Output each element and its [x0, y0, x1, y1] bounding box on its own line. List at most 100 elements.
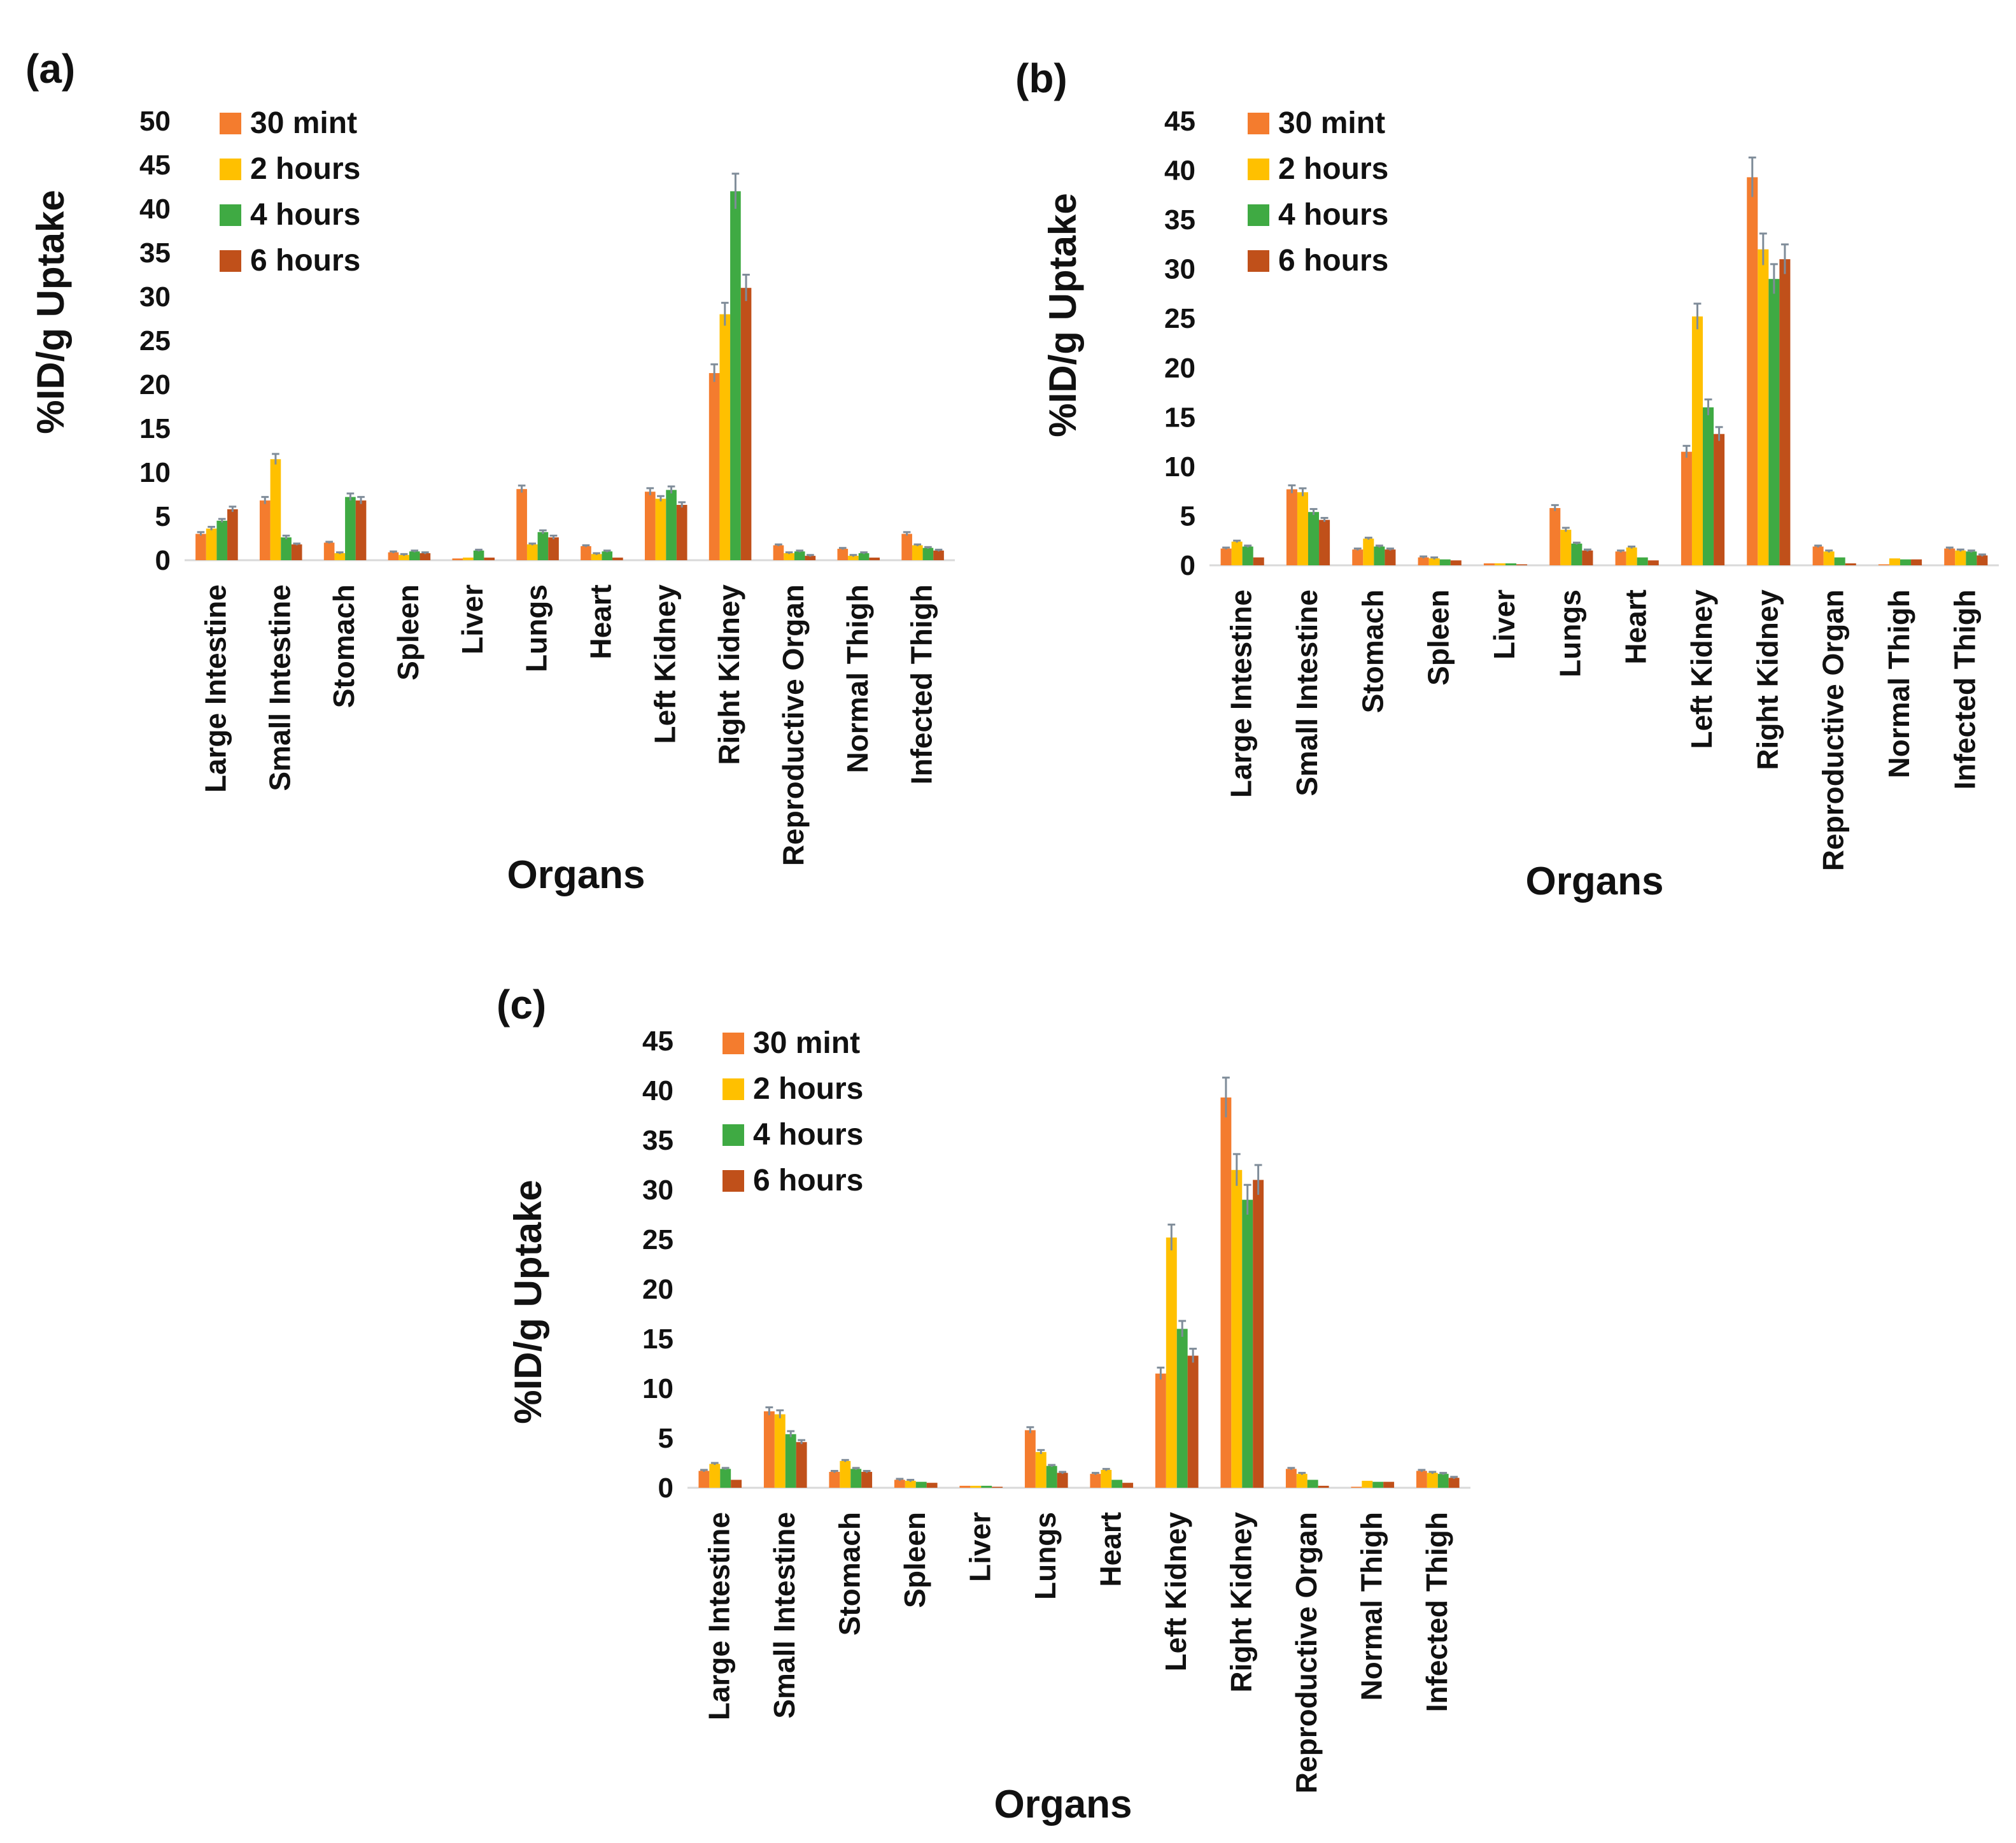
x-tick-label: Heart: [584, 584, 617, 660]
bar: [708, 373, 720, 560]
bar: [1977, 555, 1988, 565]
legend-entry: 30 mint: [250, 106, 357, 140]
bar: [409, 551, 420, 560]
bar: [858, 553, 870, 560]
y-tick-label: 40: [1164, 155, 1195, 187]
bar: [1024, 1430, 1036, 1488]
bar: [1944, 548, 1956, 565]
bar: [1714, 434, 1725, 565]
panel-label: (a): [25, 46, 75, 92]
y-tick-label: 25: [139, 325, 171, 357]
bar: [591, 554, 602, 560]
bar: [785, 1434, 796, 1488]
y-tick-label: 0: [658, 1472, 673, 1504]
x-tick-label: Small Intestine: [1290, 590, 1323, 796]
bar: [1046, 1465, 1057, 1488]
bar: [602, 551, 613, 560]
bar: [848, 556, 859, 560]
legend-entry: 4 hours: [753, 1118, 863, 1152]
bar: [1439, 559, 1451, 565]
bar: [901, 533, 912, 560]
bar: [1516, 564, 1528, 565]
legend-swatch: [1248, 113, 1269, 134]
legend-entry: 2 hours: [1278, 152, 1388, 186]
bar: [1253, 557, 1264, 565]
x-tick-label: Left Kidney: [1159, 1512, 1192, 1672]
y-tick-label: 0: [155, 545, 171, 576]
bar: [323, 542, 335, 560]
bar: [473, 550, 484, 560]
bar: [1296, 1474, 1308, 1488]
bar: [959, 1485, 971, 1488]
bar: [1966, 551, 1977, 565]
bar: [1703, 407, 1714, 565]
bar: [655, 498, 666, 560]
legend-swatch: [723, 1124, 744, 1146]
bar: [1307, 1479, 1318, 1488]
chart-panel-c: (c) 0 5 10 15 20 25 30 35 40 45 %ID/g Uptake Organs L…: [497, 982, 1470, 1826]
x-tick-label: Small Intestine: [263, 584, 296, 791]
x-tick-label: Heart: [1094, 1512, 1127, 1587]
bar: [1450, 560, 1462, 565]
bar: [1812, 546, 1824, 565]
y-tick-label: 20: [642, 1274, 673, 1305]
y-tick-label: 45: [1164, 106, 1195, 137]
chart-panel-b: (b) 0 5 10 15 20 25 30 35 40 45 %ID/g Uptake Organs L…: [1015, 55, 1999, 903]
bar: [1383, 1481, 1395, 1488]
legend-entry: 2 hours: [250, 152, 360, 186]
y-tick-label: 30: [642, 1175, 673, 1206]
bar: [837, 549, 849, 560]
bar: [548, 537, 559, 560]
y-tick-label: 5: [1180, 500, 1195, 532]
bar: [861, 1472, 873, 1488]
bar: [915, 1481, 927, 1488]
bar: [698, 1471, 710, 1488]
y-tick-label: 40: [642, 1075, 673, 1106]
x-tick-label: Infected Thigh: [1948, 590, 1981, 789]
bar: [1253, 1180, 1264, 1488]
bar: [1090, 1474, 1101, 1488]
y-tick-label: 30: [139, 281, 171, 313]
x-axis-label: Organs: [1525, 859, 1663, 903]
bar: [612, 557, 623, 560]
bar: [1900, 559, 1912, 565]
x-tick-label: Normal Thigh: [1355, 1512, 1388, 1700]
y-tick-label: 5: [155, 501, 171, 532]
y-tick-label: 25: [1164, 303, 1195, 334]
bar: [719, 314, 731, 560]
bar: [1647, 560, 1659, 565]
y-axis-label: %ID/g Uptake: [1041, 193, 1084, 437]
bar: [926, 1483, 938, 1488]
bar: [666, 490, 677, 560]
x-tick-label: Lungs: [1029, 1512, 1062, 1600]
bar: [1057, 1472, 1068, 1488]
y-tick-label: 35: [642, 1125, 673, 1156]
legend-swatch: [723, 1033, 744, 1054]
bar: [1571, 543, 1582, 565]
bar: [1155, 1373, 1166, 1488]
y-tick-label: 35: [1164, 204, 1195, 236]
bar: [1691, 316, 1703, 565]
x-tick-label: Stomach: [1356, 590, 1389, 713]
legend-entry: 30 mint: [753, 1026, 860, 1060]
bar: [291, 544, 302, 560]
bar: [1681, 451, 1692, 565]
bar: [1549, 508, 1561, 565]
x-tick-label: Left Kidney: [1685, 590, 1718, 749]
x-tick-label: Stomach: [833, 1512, 866, 1635]
bar: [1911, 559, 1922, 565]
bar: [1231, 1169, 1243, 1488]
y-tick-label: 20: [139, 369, 171, 400]
bar: [970, 1485, 982, 1488]
x-tick-label: Reproductive Organ: [777, 584, 810, 866]
bar: [398, 554, 409, 560]
bar: [1297, 492, 1308, 565]
legend-entry: 6 hours: [250, 244, 360, 278]
x-tick-label: Infected Thigh: [1420, 1512, 1453, 1712]
y-tick-label: 30: [1164, 254, 1195, 285]
bar: [773, 545, 784, 560]
bar: [912, 545, 923, 560]
bar: [933, 550, 944, 560]
x-tick-label: Right Kidney: [712, 584, 745, 765]
x-tick-label: Spleen: [898, 1512, 931, 1608]
